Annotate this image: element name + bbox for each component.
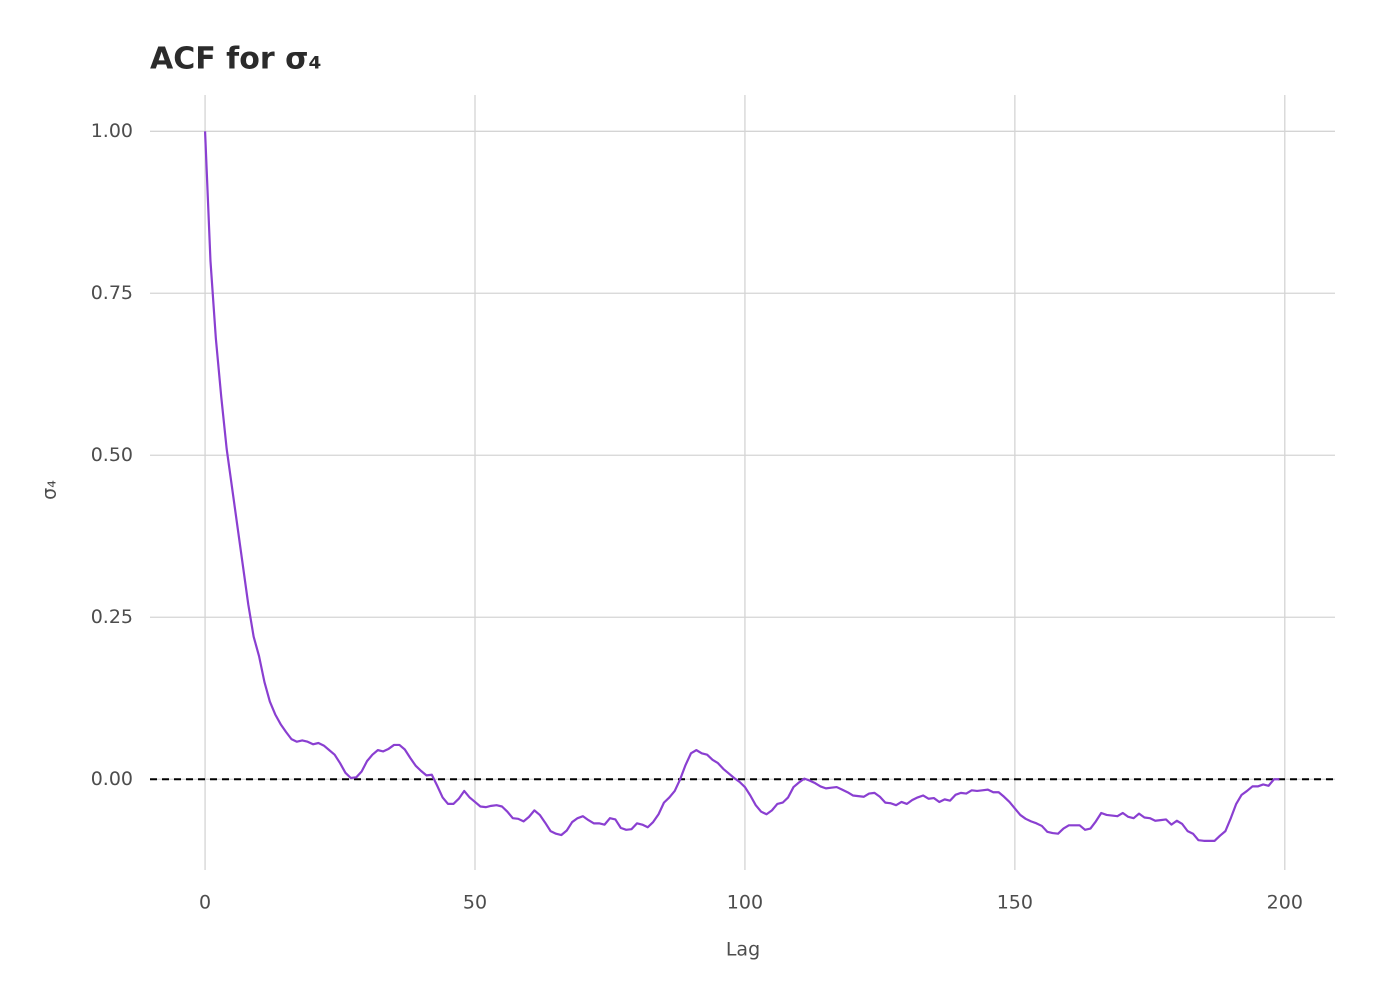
- x-tick-label: 200: [1267, 892, 1303, 914]
- y-tick-label: 0.75: [91, 282, 133, 304]
- x-tick-label: 100: [727, 892, 763, 914]
- acf-line: [203, 131, 1280, 842]
- y-tick-label: 0.25: [91, 606, 133, 628]
- y-tick-label: 0.50: [91, 444, 133, 466]
- x-tick-label: 0: [199, 892, 211, 914]
- x-tick-label: 150: [997, 892, 1033, 914]
- x-tick-label: 50: [463, 892, 487, 914]
- chart-title: ACF for σ₄: [150, 42, 322, 77]
- y-axis-label: σ₄: [39, 480, 61, 500]
- x-axis-label: Lag: [726, 939, 760, 961]
- y-tick-label: 1.00: [91, 120, 133, 142]
- y-tick-label: 0.00: [91, 768, 133, 790]
